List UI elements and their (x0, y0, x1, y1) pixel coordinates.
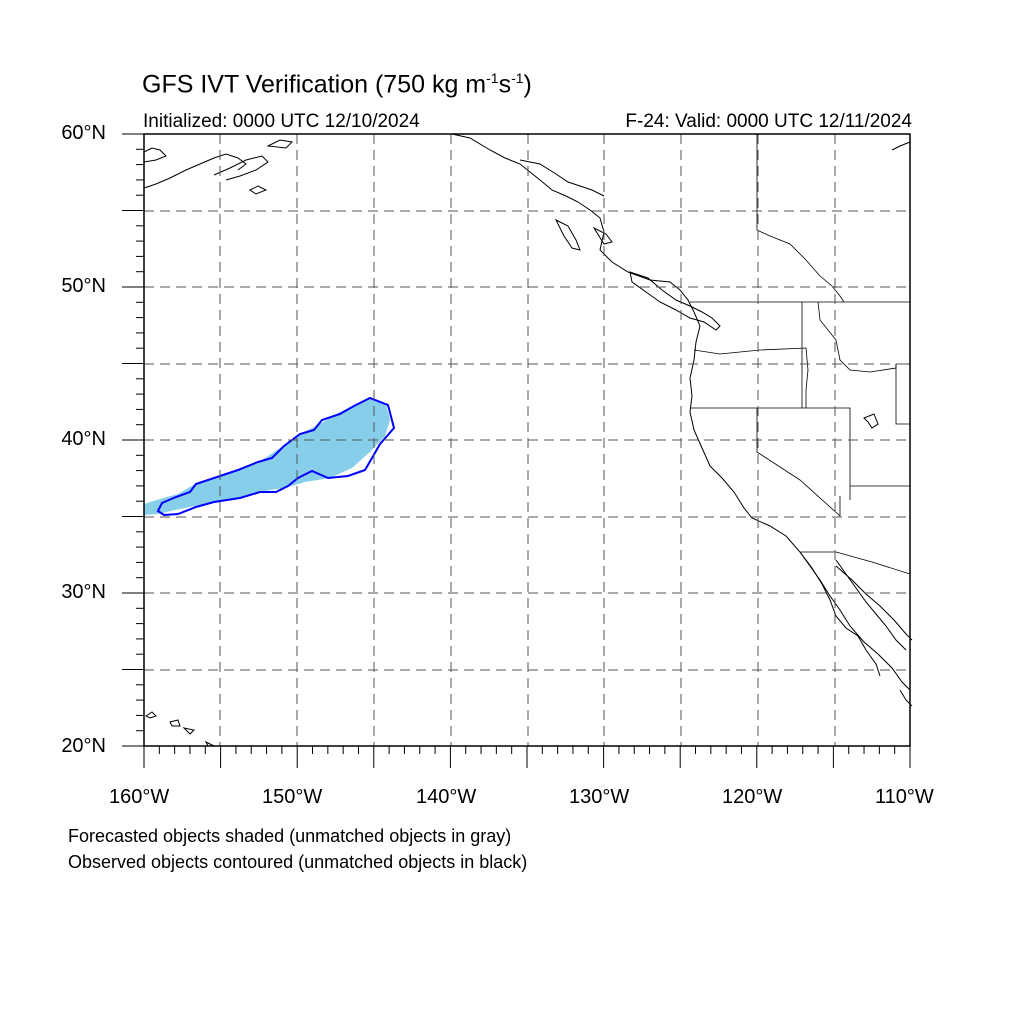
note-forecast: Forecasted objects shaded (unmatched obj… (68, 826, 512, 846)
lat-label-20: 20°N (61, 735, 106, 757)
graticule (144, 134, 910, 746)
coastlines (143, 133, 913, 747)
lon-label-110w: 110°W (875, 786, 934, 808)
lat-label-50: 50°N (61, 275, 106, 297)
lon-label-150w: 150°W (262, 786, 323, 808)
lat-label-60: 60°N (61, 122, 106, 144)
lat-label-30: 30°N (61, 581, 106, 603)
observed-object-contour (156, 396, 396, 517)
forecast-object (144, 398, 390, 515)
axis-ticks (122, 133, 911, 768)
note-observed: Observed objects contoured (unmatched ob… (68, 852, 528, 872)
lat-label-40: 40°N (61, 428, 106, 450)
lon-label-130w: 130°W (569, 786, 630, 808)
map-title: GFS IVT Verification (750 kg m-1s-1) (142, 70, 532, 99)
lon-label-120w: 120°W (722, 786, 783, 808)
valid-time: F-24: Valid: 0000 UTC 12/11/2024 (625, 111, 912, 132)
initialized-time: Initialized: 0000 UTC 12/10/2024 (143, 111, 420, 132)
lon-label-140w: 140°W (416, 786, 477, 808)
lon-label-160w: 160°W (109, 786, 170, 808)
political-boundaries (690, 134, 911, 575)
